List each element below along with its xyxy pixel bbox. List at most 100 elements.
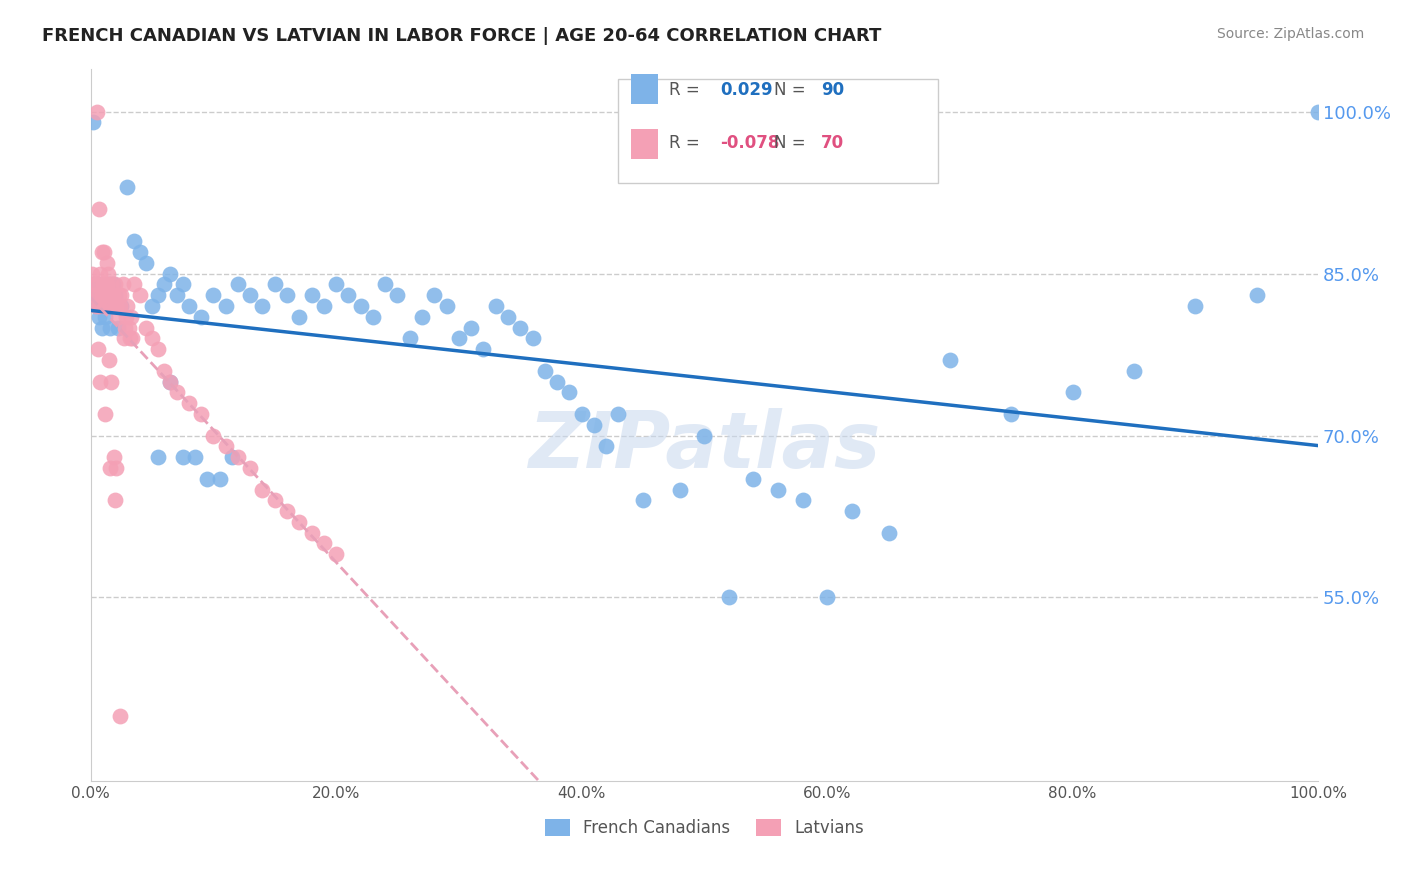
Point — [595, 439, 617, 453]
Point — [100, 277, 122, 292]
Point — [97, 288, 120, 302]
Point — [153, 277, 176, 292]
Point — [877, 525, 900, 540]
Point — [546, 375, 568, 389]
Point — [325, 277, 347, 292]
Point — [472, 342, 495, 356]
Point — [312, 299, 335, 313]
Point — [100, 299, 122, 313]
Point — [98, 299, 121, 313]
Point — [361, 310, 384, 324]
Point — [669, 483, 692, 497]
Point — [717, 591, 740, 605]
Point — [177, 396, 200, 410]
Point — [114, 320, 136, 334]
Point — [184, 450, 207, 464]
Text: R =: R = — [669, 81, 704, 99]
Point — [146, 288, 169, 302]
Point — [98, 461, 121, 475]
Point — [350, 299, 373, 313]
Point — [558, 385, 581, 400]
Point — [202, 428, 225, 442]
Point — [94, 407, 117, 421]
Point — [607, 407, 630, 421]
Point — [108, 299, 131, 313]
Point — [110, 288, 132, 302]
Point — [252, 483, 274, 497]
Point — [117, 180, 139, 194]
Point — [121, 331, 143, 345]
Point — [159, 267, 181, 281]
Point — [841, 504, 863, 518]
Point — [82, 115, 104, 129]
Point — [101, 288, 124, 302]
Point — [87, 342, 110, 356]
Point — [98, 277, 121, 292]
Text: N =: N = — [775, 81, 811, 99]
Point — [436, 299, 458, 313]
Point — [202, 288, 225, 302]
Point — [91, 299, 114, 313]
Point — [93, 299, 115, 313]
Point — [108, 709, 131, 723]
Point — [98, 288, 121, 302]
Point — [177, 299, 200, 313]
Point — [239, 461, 262, 475]
Point — [98, 320, 121, 334]
Point — [195, 472, 218, 486]
FancyBboxPatch shape — [631, 74, 658, 104]
Point — [226, 450, 249, 464]
Point — [509, 320, 531, 334]
Point — [263, 277, 285, 292]
Point — [84, 299, 107, 313]
Point — [815, 591, 838, 605]
Point — [742, 472, 765, 486]
Point — [939, 353, 962, 368]
Point — [86, 299, 108, 313]
Point — [485, 299, 508, 313]
Point — [135, 320, 157, 334]
Point — [239, 288, 262, 302]
Point — [214, 299, 236, 313]
Point — [110, 299, 132, 313]
Point — [96, 256, 118, 270]
Point — [146, 450, 169, 464]
Point — [98, 353, 121, 368]
Text: Source: ZipAtlas.com: Source: ZipAtlas.com — [1216, 27, 1364, 41]
Point — [166, 288, 188, 302]
Text: N =: N = — [775, 135, 811, 153]
Point — [1062, 385, 1084, 400]
Point — [276, 288, 298, 302]
Point — [276, 504, 298, 518]
Point — [263, 493, 285, 508]
Point — [89, 202, 111, 216]
Point — [111, 277, 134, 292]
Point — [288, 515, 311, 529]
Point — [301, 288, 323, 302]
Point — [301, 525, 323, 540]
Point — [135, 256, 157, 270]
Point — [766, 483, 789, 497]
Point — [94, 288, 117, 302]
FancyBboxPatch shape — [619, 79, 938, 183]
Point — [325, 547, 347, 561]
Point — [83, 288, 105, 302]
Point — [153, 364, 176, 378]
Point — [374, 277, 396, 292]
Point — [128, 245, 150, 260]
Text: FRENCH CANADIAN VS LATVIAN IN LABOR FORCE | AGE 20-64 CORRELATION CHART: FRENCH CANADIAN VS LATVIAN IN LABOR FORC… — [42, 27, 882, 45]
Point — [288, 310, 311, 324]
Point — [100, 375, 122, 389]
Point — [693, 428, 716, 442]
Point — [105, 299, 128, 313]
Point — [94, 310, 117, 324]
Point — [104, 277, 127, 292]
Point — [792, 493, 814, 508]
Point — [159, 375, 181, 389]
Point — [112, 331, 135, 345]
Point — [84, 288, 107, 302]
Point — [97, 267, 120, 281]
Point — [141, 299, 163, 313]
Point — [122, 234, 145, 248]
Point — [533, 364, 555, 378]
